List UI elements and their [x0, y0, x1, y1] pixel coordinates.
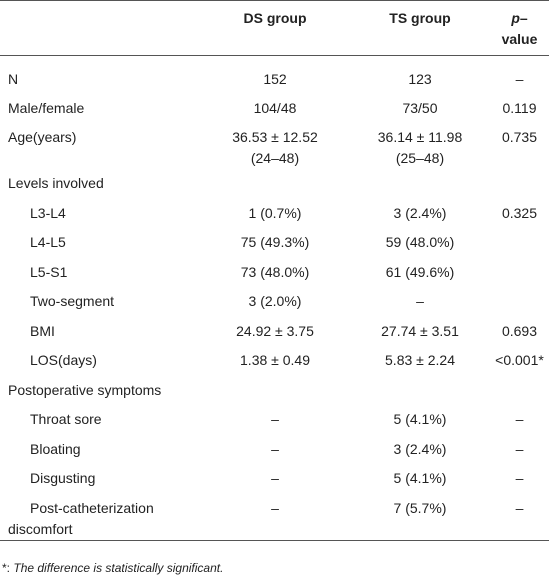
- cell: 3 (2.4%): [393, 204, 447, 221]
- table-row: L5-S1 73 (48.0%) 61 (49.6%): [0, 258, 549, 288]
- cell: 5 (4.1%): [393, 411, 447, 427]
- cell: 123: [408, 71, 432, 87]
- table-row: L3-L4 1 (0.7%) 3 (2.4%) 0.325: [0, 199, 549, 229]
- table-row: Post-catheterization discomfort – 7 (5.7%)…: [0, 494, 549, 541]
- header-row: DS group TS group p– value: [0, 0, 549, 56]
- table-row: Throat sore – 5 (4.1%) –: [0, 405, 549, 435]
- cell: 5 (4.1%): [393, 470, 447, 486]
- row-label: N: [8, 71, 19, 87]
- row-label: Male/female: [8, 99, 85, 116]
- footnote-marker: *:: [2, 561, 11, 575]
- footnote-text: The difference is statistically signific…: [13, 561, 224, 575]
- cell: 0.693: [501, 322, 538, 339]
- cell: 1 (0.7%): [248, 204, 302, 221]
- row-label: L4-L5: [30, 234, 66, 250]
- table-row: Male/female 104/48 73/50 0.119: [0, 94, 549, 124]
- row-label: Post-catheterization discomfort: [8, 499, 154, 537]
- table-row: LOS(days) 1.38 ± 0.49 5.83 ± 2.24 <0.001*: [0, 346, 549, 376]
- cell: 59 (48.0%): [385, 234, 455, 250]
- cell: 3 (2.0%): [248, 293, 302, 309]
- cell: 7 (5.7%): [393, 499, 447, 516]
- cell: –: [271, 440, 279, 457]
- cell: –: [515, 71, 524, 87]
- cell: 0.119: [502, 99, 537, 116]
- cell: 73/50: [402, 99, 438, 116]
- cell: 152: [263, 71, 287, 87]
- cell: 24.92 ± 3.75: [236, 322, 314, 339]
- section-label: Levels involved: [8, 175, 104, 191]
- header-cell: DS group: [200, 0, 350, 56]
- row-label: Bloating: [30, 440, 81, 457]
- section-row: Levels involved: [0, 169, 549, 199]
- cell: [490, 287, 549, 317]
- cell: –: [271, 470, 279, 486]
- cell: –: [416, 293, 424, 309]
- header-cell: TS group: [350, 0, 490, 56]
- cell: 27.74 ± 3.51: [381, 322, 459, 339]
- row-label: Age(years): [8, 129, 77, 145]
- row-label: L5-S1: [30, 263, 68, 280]
- section-label: Postoperative symptoms: [8, 381, 162, 398]
- table-row: Bloating – 3 (2.4%) –: [0, 435, 549, 465]
- table-row: L4-L5 75 (49.3%) 59 (48.0%): [0, 228, 549, 258]
- cell: 5.83 ± 2.24: [385, 352, 455, 368]
- cell: [490, 228, 549, 258]
- table-row: N 152 123 –: [0, 56, 549, 94]
- header-cell: [0, 0, 200, 56]
- table-row: BMI 24.92 ± 3.75 27.74 ± 3.51 0.693: [0, 317, 549, 347]
- cell: 61 (49.6%): [385, 263, 455, 280]
- cell: –: [515, 411, 524, 427]
- row-label: LOS(days): [30, 352, 97, 368]
- cell: 3 (2.4%): [393, 440, 447, 457]
- cell: 0.325: [501, 204, 538, 221]
- cell: [490, 258, 549, 288]
- header-cell: p– value: [490, 0, 549, 56]
- table-row: Two-segment 3 (2.0%) –: [0, 287, 549, 317]
- cell: 1.38 ± 0.49: [240, 352, 310, 368]
- cell: 75 (49.3%): [240, 234, 310, 250]
- cell: –: [515, 499, 524, 516]
- row-label: Throat sore: [30, 411, 102, 427]
- row-label: Disgusting: [30, 470, 96, 486]
- cell: –: [271, 411, 279, 427]
- data-table: DS group TS group p– value N 152 123 – Male/…: [0, 0, 549, 541]
- cell: 104/48: [253, 99, 297, 116]
- row-label: L3-L4: [30, 204, 66, 221]
- cell: –: [515, 470, 524, 486]
- cell: 73 (48.0%): [240, 263, 310, 280]
- section-row: Postoperative symptoms: [0, 376, 549, 406]
- cell: 0.735: [501, 129, 538, 145]
- cell: –: [271, 499, 279, 516]
- row-label: BMI: [30, 322, 55, 339]
- cell: <0.001*: [495, 352, 544, 368]
- cell: 36.14 ± 11.98 (25–48): [377, 129, 463, 166]
- cell: 36.53 ± 12.52 (24–48): [232, 129, 318, 166]
- table-row: Disgusting – 5 (4.1%) –: [0, 464, 549, 494]
- table-body: N 152 123 – Male/female 104/48 73/50 0.119 Age(y…: [0, 56, 549, 541]
- cell: –: [515, 440, 524, 457]
- row-label: Two-segment: [30, 293, 115, 309]
- footnote: *: The difference is statistically signi…: [2, 561, 223, 575]
- table-row: Age(years) 36.53 ± 12.52 (24–48) 36.14 ± 1…: [0, 123, 549, 169]
